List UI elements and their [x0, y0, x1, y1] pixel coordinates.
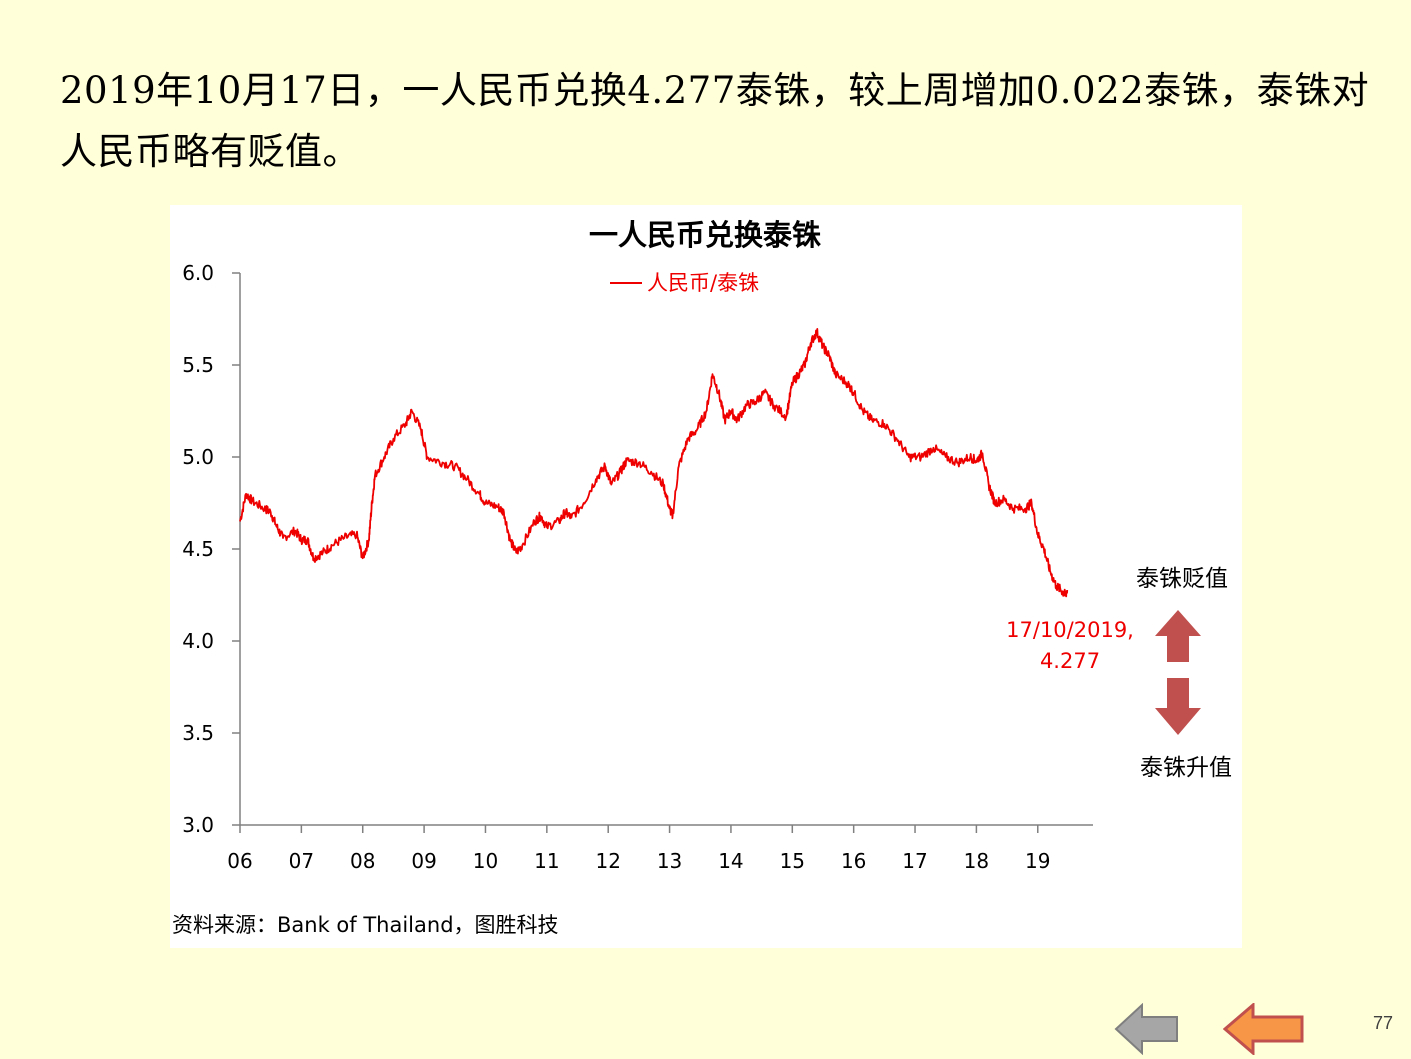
down-arrow-icon: [1155, 678, 1201, 735]
x-tick-label: 11: [534, 849, 559, 873]
x-tick-label: 07: [289, 849, 314, 873]
y-axis: 3.0 3.5 4.0 4.5 5.0 5.5 6.0: [182, 261, 241, 837]
x-tick-label: 18: [964, 849, 989, 873]
y-tick-label: 3.5: [182, 721, 214, 745]
x-tick-label: 15: [780, 849, 805, 873]
y-tick-label: 3.0: [182, 813, 214, 837]
legend: 人民币/泰铢: [610, 271, 759, 295]
annotation-value: 4.277: [1040, 649, 1100, 673]
x-tick-label: 16: [841, 849, 866, 873]
x-tick-label: 12: [595, 849, 620, 873]
x-tick-label: 10: [473, 849, 498, 873]
y-tick-label: 4.0: [182, 629, 214, 653]
x-tick-label: 08: [350, 849, 375, 873]
y-tick-label: 6.0: [182, 261, 214, 285]
arrow-label-depreciation: 泰铢贬值: [1136, 566, 1228, 592]
y-tick-label: 5.0: [182, 445, 214, 469]
y-tick-label: 4.5: [182, 537, 214, 561]
left-arrow-gray-icon: [1114, 1002, 1178, 1056]
chart-panel: [170, 205, 1242, 948]
headline-text: 2019年10月17日，一人民币兑换4.277泰铢，较上周增加0.022泰铢，泰…: [60, 69, 1370, 173]
left-arrow-orange-icon: [1222, 1001, 1304, 1057]
arrow-label-appreciation: 泰铢升值: [1140, 755, 1232, 781]
x-tick-label: 09: [411, 849, 436, 873]
x-tick-label: 17: [902, 849, 927, 873]
source-note: 资料来源：Bank of Thailand，图胜科技: [172, 913, 559, 937]
series-line-rmb-thb: [239, 328, 1069, 598]
previous-page-button[interactable]: [1222, 1001, 1305, 1057]
y-tick-label: 5.5: [182, 353, 214, 377]
x-axis: 06 07 08 09 10 11 12 13 14 15 16 17 18 19: [227, 824, 1093, 873]
x-tick-label: 13: [657, 849, 682, 873]
x-tick-label: 19: [1025, 849, 1050, 873]
x-tick-label: 14: [718, 849, 743, 873]
up-arrow-icon: [1155, 610, 1201, 662]
x-tick-label: 06: [227, 849, 252, 873]
legend-label: 人民币/泰铢: [647, 271, 759, 295]
page-number: 77: [1372, 1013, 1393, 1033]
chart-title: 一人民币兑换泰铢: [589, 218, 821, 252]
annotation-date: 17/10/2019,: [1006, 618, 1134, 642]
back-button[interactable]: [1114, 1002, 1180, 1056]
